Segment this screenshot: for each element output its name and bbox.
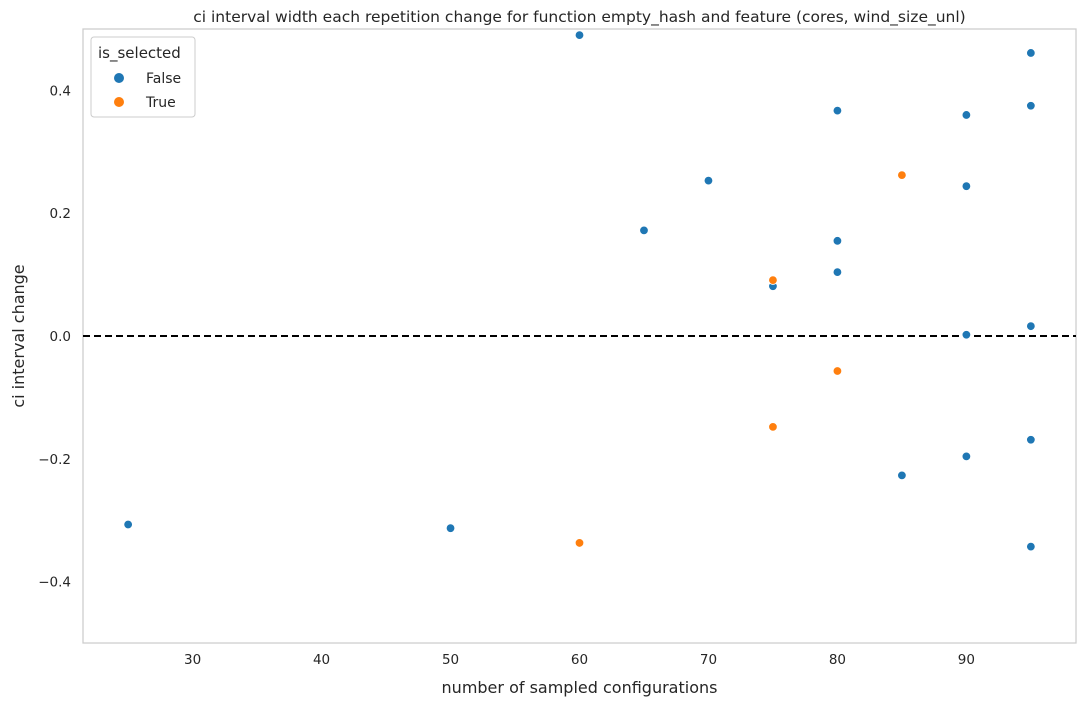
x-tick-label: 70 (700, 652, 717, 668)
data-point-false (1026, 48, 1036, 58)
x-axis-ticks: 30 40 50 60 70 80 90 (184, 652, 975, 668)
legend: is_selected False True (90, 36, 196, 118)
data-point-false (1026, 101, 1036, 111)
x-tick-label: 80 (829, 652, 846, 668)
legend-entries: False True (114, 71, 181, 111)
points-layer (123, 30, 1036, 552)
y-tick-label: −0.2 (38, 452, 71, 468)
data-point-false (1026, 541, 1036, 552)
y-tick-label: 0.4 (50, 83, 71, 99)
data-point-false (574, 30, 585, 40)
data-point-false (445, 523, 456, 533)
legend-label-false: False (146, 71, 181, 87)
legend-marker-false (114, 73, 124, 83)
y-tick-label: 0.2 (50, 206, 71, 222)
legend-marker-true (114, 97, 124, 107)
data-point-false (639, 225, 649, 236)
data-point-false (961, 330, 972, 340)
data-point-false (961, 451, 972, 462)
y-tick-label: −0.4 (38, 575, 71, 591)
y-axis-label: ci interval change (9, 264, 28, 407)
x-tick-label: 90 (958, 652, 975, 668)
x-axis-label: number of sampled configurations (442, 678, 718, 697)
data-point-false (897, 470, 907, 481)
x-tick-label: 30 (184, 652, 201, 668)
data-point-true (768, 275, 778, 285)
data-point-true (832, 366, 843, 376)
x-tick-label: 60 (571, 652, 588, 668)
data-point-false (1026, 321, 1036, 331)
data-point-false (961, 110, 972, 120)
data-point-true (768, 422, 778, 432)
y-tick-label: 0.0 (50, 329, 71, 345)
data-point-false (832, 267, 843, 277)
data-point-false (1026, 435, 1036, 445)
legend-title: is_selected (98, 44, 181, 63)
data-point-true (897, 170, 907, 180)
data-point-false (123, 519, 133, 530)
data-point-false (961, 181, 972, 191)
data-point-false (832, 105, 843, 116)
y-axis-ticks: −0.4 −0.2 0.0 0.2 0.4 (38, 83, 71, 590)
data-point-true (574, 538, 585, 548)
data-point-false (832, 236, 843, 246)
data-point-false (703, 175, 714, 186)
x-tick-label: 50 (442, 652, 459, 668)
x-tick-label: 40 (313, 652, 330, 668)
legend-label-true: True (145, 95, 176, 111)
chart-title: ci interval width each repetition change… (193, 8, 965, 27)
legend-box (90, 36, 196, 118)
